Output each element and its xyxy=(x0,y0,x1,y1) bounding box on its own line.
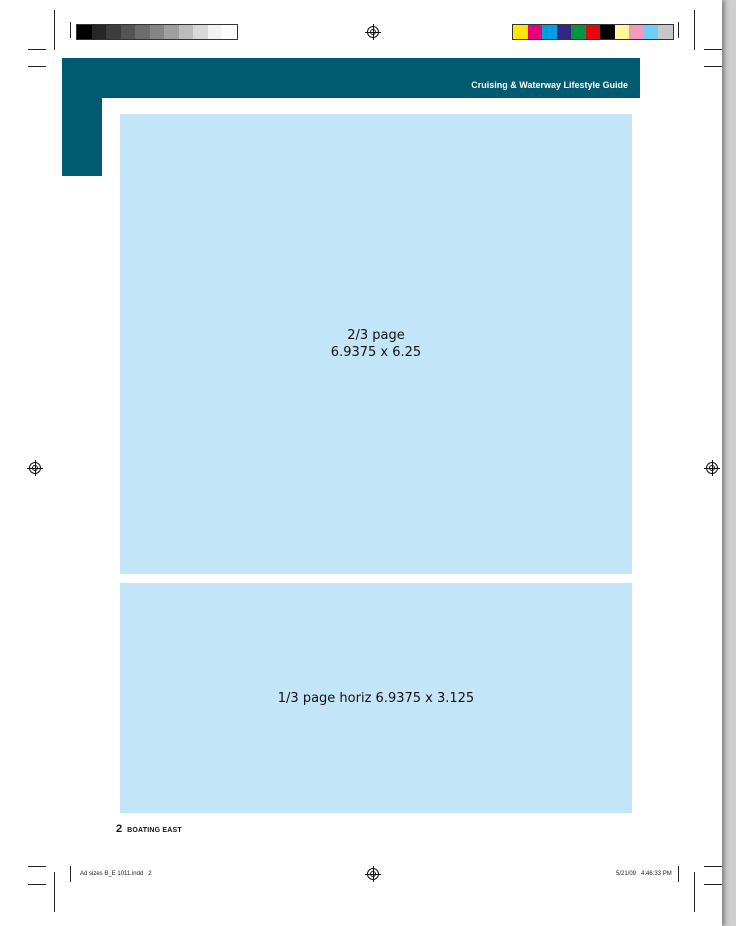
color-swatch xyxy=(164,25,179,39)
color-swatch xyxy=(120,25,135,39)
color-swatch xyxy=(106,25,121,39)
registration-mark-icon xyxy=(365,866,381,882)
color-swatch xyxy=(614,25,629,39)
crop-mark xyxy=(704,49,722,50)
color-swatch xyxy=(629,25,644,39)
header-bar: Cruising & Waterway Lifestyle Guide xyxy=(62,58,640,98)
page-number: 2 xyxy=(116,823,123,835)
ad-size-label: 1/3 page horiz 6.9375 x 3.125 xyxy=(277,690,475,706)
crop-mark xyxy=(28,49,46,50)
color-swatch xyxy=(77,25,92,39)
color-swatch xyxy=(178,25,193,39)
color-bar xyxy=(512,24,674,40)
color-swatch xyxy=(527,25,542,39)
ad-one-third-horizontal: 1/3 page horiz 6.9375 x 3.125 xyxy=(120,583,632,813)
color-swatch xyxy=(585,25,600,39)
ad-size-label: 2/3 page xyxy=(347,328,405,343)
registration-mark-icon xyxy=(704,460,720,476)
color-swatch xyxy=(135,25,150,39)
color-swatch xyxy=(91,25,106,39)
crop-mark xyxy=(70,22,71,38)
ad-dimensions-label: 6.9375 x 6.25 xyxy=(330,345,422,360)
header-side-tab xyxy=(62,98,102,176)
color-swatch xyxy=(571,25,586,39)
color-swatch xyxy=(207,25,222,39)
color-swatch xyxy=(149,25,164,39)
slug-timestamp: 5/21/09 4:46:33 PM xyxy=(616,871,672,877)
crop-mark xyxy=(28,66,46,67)
crop-mark xyxy=(678,22,679,38)
crop-mark xyxy=(704,884,722,885)
color-swatch xyxy=(600,25,615,39)
header-title: Cruising & Waterway Lifestyle Guide xyxy=(471,80,628,90)
crop-mark xyxy=(70,866,71,882)
color-swatch xyxy=(222,25,237,39)
crop-mark xyxy=(694,872,695,912)
registration-mark-icon xyxy=(365,24,381,40)
crop-mark xyxy=(28,866,46,867)
color-swatch xyxy=(542,25,557,39)
ad-two-thirds-page: 2/3 page 6.9375 x 6.25 xyxy=(120,114,632,574)
crop-mark xyxy=(704,66,722,67)
grayscale-bar xyxy=(76,24,238,40)
crop-mark xyxy=(678,866,679,882)
color-swatch xyxy=(193,25,208,39)
page-folio: 2 BOATING EAST xyxy=(116,823,182,835)
crop-mark xyxy=(54,10,55,50)
color-swatch xyxy=(513,25,528,39)
crop-mark xyxy=(28,884,46,885)
slug-file-info: Ad sizes B_E 1011.indd 2 xyxy=(80,871,152,877)
color-swatch xyxy=(643,25,658,39)
crop-mark xyxy=(694,10,695,50)
registration-mark-icon xyxy=(27,460,43,476)
crop-mark xyxy=(704,866,722,867)
color-swatch xyxy=(556,25,571,39)
crop-mark xyxy=(54,872,55,912)
color-swatch xyxy=(658,25,673,39)
publication-name: BOATING EAST xyxy=(127,827,182,834)
